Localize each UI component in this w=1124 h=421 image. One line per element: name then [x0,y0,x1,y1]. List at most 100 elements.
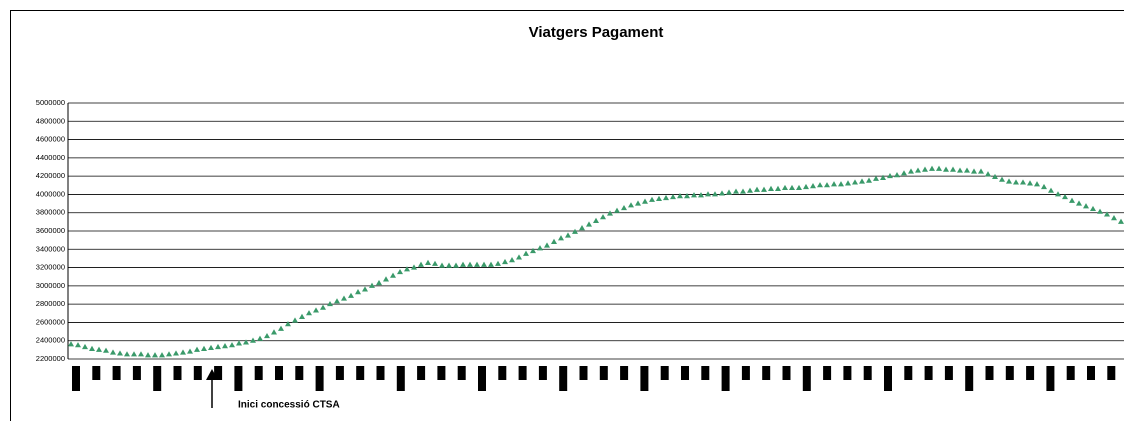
label-block [1066,366,1075,380]
marker [1083,203,1089,209]
marker [187,348,193,354]
marker [362,286,368,292]
marker [831,181,837,187]
marker [887,172,893,179]
marker [719,190,725,196]
marker [306,310,312,316]
marker [145,352,151,358]
marker [1027,180,1033,186]
marker [789,184,795,191]
marker [446,262,452,268]
marker [75,342,81,348]
y-tick-label: 3400000 [36,244,65,253]
label-block [802,366,811,391]
label-block [376,366,385,380]
marker [110,349,116,355]
marker [250,337,256,343]
label-block [1107,366,1116,380]
marker [432,260,438,266]
marker [411,264,417,270]
marker [1055,191,1061,197]
marker [621,204,627,211]
marker [341,295,347,301]
label-block [254,366,263,380]
marker [383,276,389,282]
marker [929,165,935,171]
label-block [538,366,547,380]
marker [971,168,977,174]
y-tick-label: 4800000 [36,116,65,125]
label-block [904,366,913,380]
marker [390,272,396,278]
marker [803,183,809,190]
marker [607,210,613,216]
marker [558,235,564,241]
label-block [863,366,872,380]
marker [404,266,410,272]
marker [96,346,102,352]
marker [761,186,767,192]
label-block [721,366,730,391]
marker [705,191,711,197]
label-block [599,366,608,380]
marker [201,345,207,351]
label-block [72,366,80,391]
marker [369,282,375,288]
marker [1062,193,1068,200]
marker [1048,187,1054,193]
marker [817,182,823,188]
marker [733,188,739,194]
label-block [356,366,365,380]
marker [873,175,879,181]
marker [68,341,74,347]
marker [481,261,487,267]
label-block [965,366,974,391]
label-block [884,366,892,391]
marker [271,329,277,335]
marker [593,217,599,223]
marker [712,191,718,197]
label-block [924,366,933,380]
marker [978,168,984,174]
marker [964,167,970,173]
marker [1111,215,1117,221]
y-tick-label: 4000000 [36,189,65,198]
marker [89,345,95,351]
marker [537,245,543,251]
marker [474,261,480,267]
label-block [417,366,426,380]
y-tick-label: 3000000 [36,281,65,290]
label-block [498,366,507,380]
marker [922,166,928,172]
marker [453,262,459,268]
label-block [762,366,771,380]
marker [663,194,669,201]
marker [635,200,641,206]
label-block [944,366,953,380]
label-block [92,366,101,380]
marker [439,262,445,268]
label-block [620,366,629,380]
marker [1006,178,1012,184]
marker [838,181,844,187]
y-tick-label: 2200000 [36,354,65,363]
label-block [315,366,324,391]
marker [754,186,760,192]
marker [677,193,683,199]
marker [299,313,305,319]
y-tick-label: 4400000 [36,153,65,162]
label-block [478,366,486,391]
marker [103,347,109,353]
marker [824,182,830,188]
marker [229,342,235,348]
label-block [193,366,202,380]
marker [502,258,508,265]
marker [901,170,907,176]
label-block [173,366,182,380]
label-block [437,366,446,380]
marker [796,184,802,191]
marker [908,168,914,174]
marker [950,166,956,172]
marker [579,225,585,231]
